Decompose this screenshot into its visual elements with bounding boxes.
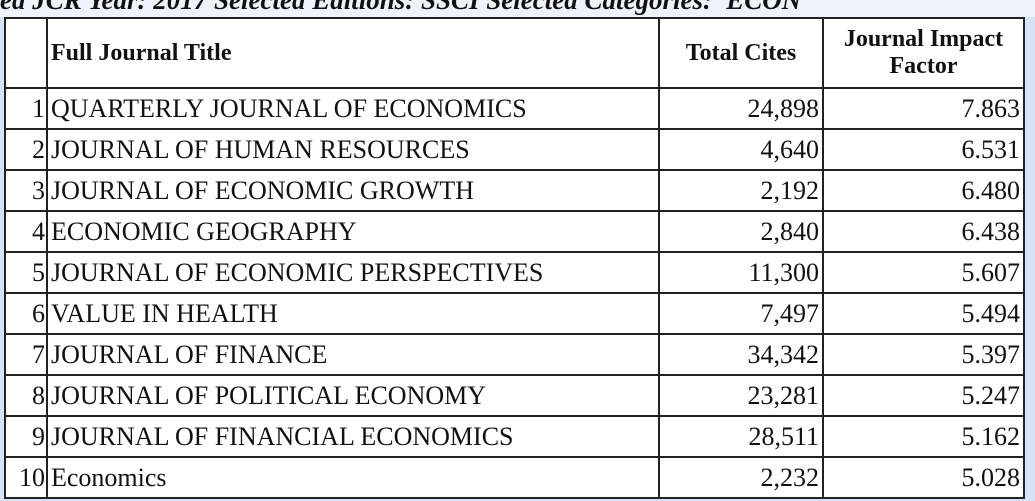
table-row: 5 JOURNAL OF ECONOMIC PERSPECTIVES 11,300 5… bbox=[4, 251, 1025, 294]
table-cell: 6.438 bbox=[822, 210, 1025, 253]
table-cell: 6.480 bbox=[822, 169, 1025, 212]
table-cell: 5.162 bbox=[822, 415, 1025, 458]
table-cell: JOURNAL OF HUMAN RESOURCES bbox=[46, 128, 660, 171]
table-cell: JOURNAL OF ECONOMIC GROWTH bbox=[46, 169, 660, 212]
table-row: 1 QUARTERLY JOURNAL OF ECONOMICS 24,898 7.8… bbox=[4, 87, 1025, 130]
table-cell: 7,497 bbox=[658, 292, 824, 335]
table-cell: 23,281 bbox=[658, 374, 824, 417]
table-row: 3 JOURNAL OF ECONOMIC GROWTH 2,192 6.480 bbox=[4, 169, 1025, 212]
table-cell: Economics bbox=[46, 456, 660, 499]
table-cell: JOURNAL OF ECONOMIC PERSPECTIVES bbox=[46, 251, 660, 294]
table-cell: 5.028 bbox=[822, 456, 1025, 499]
table-cell: 5.607 bbox=[822, 251, 1025, 294]
table-cell: 6.531 bbox=[822, 128, 1025, 171]
table-cell: JOURNAL OF POLITICAL ECONOMY bbox=[46, 374, 660, 417]
table-cell: 11,300 bbox=[658, 251, 824, 294]
table-row: 2 JOURNAL OF HUMAN RESOURCES 4,640 6.531 bbox=[4, 128, 1025, 171]
header-cell bbox=[4, 17, 48, 89]
table-cell: 24,898 bbox=[658, 87, 824, 130]
table-cell: 6 bbox=[4, 292, 48, 335]
table-row: 7 JOURNAL OF FINANCE 34,342 5.397 bbox=[4, 333, 1025, 376]
table-row: 8 JOURNAL OF POLITICAL ECONOMY 23,281 5.247 bbox=[4, 374, 1025, 417]
table-cell: QUARTERLY JOURNAL OF ECONOMICS bbox=[46, 87, 660, 130]
table-cell: 3 bbox=[4, 169, 48, 212]
table-cell: 4,640 bbox=[658, 128, 824, 171]
table-row: 9 JOURNAL OF FINANCIAL ECONOMICS 28,511 5.1… bbox=[4, 415, 1025, 458]
table-row: 10 Economics 2,232 5.028 bbox=[4, 456, 1025, 499]
table-cell: JOURNAL OF FINANCE bbox=[46, 333, 660, 376]
table-cell: 2,192 bbox=[658, 169, 824, 212]
table-row: 4 ECONOMIC GEOGRAPHY 2,840 6.438 bbox=[4, 210, 1025, 253]
table-cell: VALUE IN HEALTH bbox=[46, 292, 660, 335]
table-cell: 8 bbox=[4, 374, 48, 417]
caption: ed JCR Year: 2017 Selected Editions: SSC… bbox=[0, 0, 802, 15]
header-cell: Journal Impact Factor bbox=[822, 17, 1025, 89]
table-cell: 34,342 bbox=[658, 333, 824, 376]
table-cell: 4 bbox=[4, 210, 48, 253]
header-cell: Full Journal Title bbox=[46, 17, 660, 89]
table-cell: 5.494 bbox=[822, 292, 1025, 335]
table-cell: 9 bbox=[4, 415, 48, 458]
header-cell: Total Cites bbox=[658, 17, 824, 89]
table-cell: 5.397 bbox=[822, 333, 1025, 376]
caption-strip: ed JCR Year: 2017 Selected Editions: SSC… bbox=[0, 0, 1035, 17]
table-cell: 2 bbox=[4, 128, 48, 171]
journal-table: Full Journal Title Total Cites Journal I… bbox=[4, 17, 1025, 499]
table-cell: 5 bbox=[4, 251, 48, 294]
table-cell: 7 bbox=[4, 333, 48, 376]
table-cell: JOURNAL OF FINANCIAL ECONOMICS bbox=[46, 415, 660, 458]
table-cell: 28,511 bbox=[658, 415, 824, 458]
table-cell: 10 bbox=[4, 456, 48, 499]
table-row: 6 VALUE IN HEALTH 7,497 5.494 bbox=[4, 292, 1025, 335]
table-cell: 7.863 bbox=[822, 87, 1025, 130]
header-row: Full Journal Title Total Cites Journal I… bbox=[4, 17, 1025, 89]
table-cell: 2,232 bbox=[658, 456, 824, 499]
table-cell: ECONOMIC GEOGRAPHY bbox=[46, 210, 660, 253]
table-cell: 1 bbox=[4, 87, 48, 130]
table-cell: 5.247 bbox=[822, 374, 1025, 417]
table-cell: 2,840 bbox=[658, 210, 824, 253]
table-body: 1 QUARTERLY JOURNAL OF ECONOMICS 24,898 7.8… bbox=[4, 87, 1025, 499]
